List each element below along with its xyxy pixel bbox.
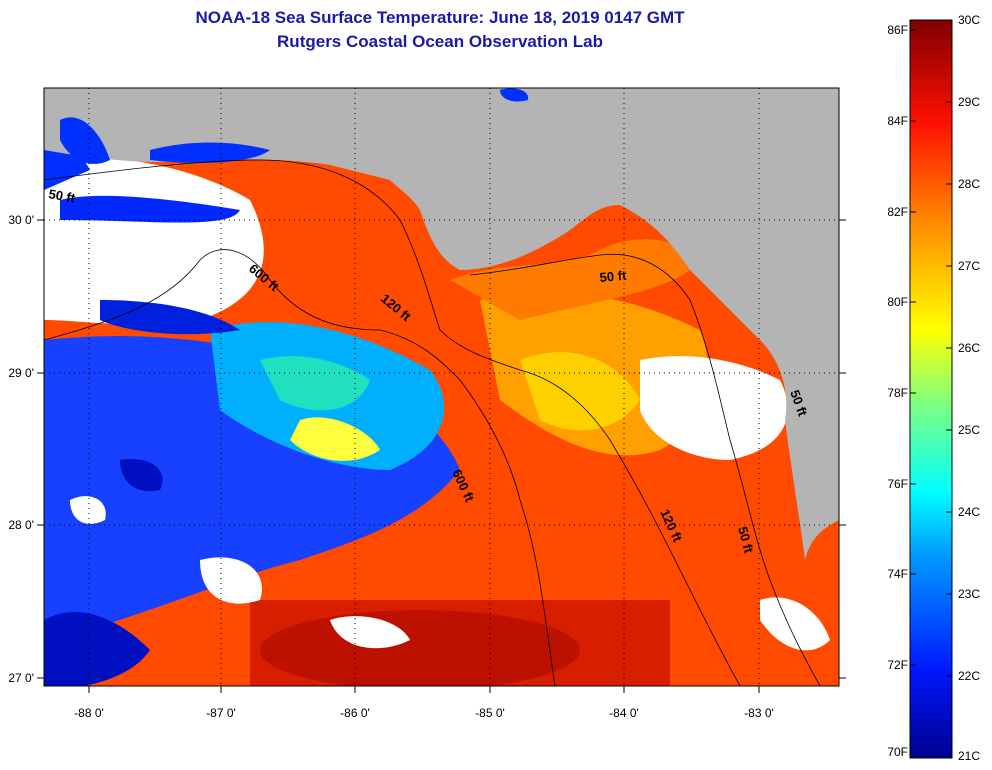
contour-label: 50 ft (735, 525, 757, 555)
x-tick-label: -88 0' (74, 706, 104, 720)
map-area (44, 88, 839, 686)
y-tick-label: 27 0' (8, 671, 34, 685)
cb-label-f: 74F (887, 567, 908, 581)
lake-blue (500, 88, 529, 102)
cloud-sw1 (200, 557, 262, 604)
cb-label-c: 29C (958, 95, 981, 109)
blue-patch-w (120, 459, 163, 492)
land-florida-alabama (44, 88, 839, 560)
bay-blue-2 (150, 142, 270, 163)
x-tick-label: -87 0' (206, 706, 236, 720)
cool-yellow-patch (290, 417, 380, 461)
x-tick-label: -86 0' (340, 706, 370, 720)
nearshore-warm (450, 239, 700, 320)
x-tick-label: -85 0' (475, 706, 505, 720)
cloud-east (640, 356, 788, 460)
map-title: NOAA-18 Sea Surface Temperature: June 18… (195, 8, 685, 27)
cb-label-f: 70F (887, 745, 908, 759)
nw-blue-patch (100, 300, 240, 335)
cb-label-c: 24C (958, 505, 981, 519)
cb-label-c: 21C (958, 749, 981, 763)
cloud-se (760, 597, 830, 651)
cool-teal (260, 356, 370, 411)
cb-label-c: 23C (958, 587, 981, 601)
hot-core (260, 610, 580, 686)
colorbar-ticks (910, 19, 952, 677)
colorbar (909, 19, 953, 759)
cb-label-f: 86F (887, 23, 908, 37)
cloud-s (330, 616, 410, 649)
sw-cool (44, 612, 150, 686)
cb-label-f: 76F (887, 477, 908, 491)
isobath-50ft (469, 253, 821, 686)
ticks (37, 219, 846, 693)
map-frame (43, 87, 840, 687)
cb-label-c: 22C (958, 669, 981, 683)
cb-label-c: 27C (958, 259, 981, 273)
cb-label-f: 80F (887, 295, 908, 309)
map-subtitle: Rutgers Coastal Ocean Observation Lab (277, 32, 603, 51)
contour-label: 50 ft (47, 186, 77, 206)
bay-blue-1 (60, 117, 110, 164)
cloud-sw2 (70, 496, 106, 524)
y-tick-label: 28 0' (8, 518, 34, 532)
cb-label-f: 84F (887, 114, 908, 128)
shelf-yellow (520, 352, 640, 431)
cb-label-c: 28C (958, 177, 981, 191)
y-tick-label: 29 0' (8, 366, 34, 380)
isobath-600ft (44, 249, 556, 686)
cb-label-c: 26C (958, 341, 981, 355)
cb-label-c: 25C (958, 423, 981, 437)
y-axis-labels: 30 0' 29 0' 28 0' 27 0' (8, 213, 34, 685)
cb-label-f: 78F (887, 386, 908, 400)
nw-blue-strip (60, 195, 240, 223)
isobath-120ft (44, 159, 741, 686)
contour-label: 50 ft (599, 268, 628, 285)
y-tick-label: 30 0' (8, 213, 34, 227)
cb-label-f: 72F (887, 658, 908, 672)
x-tick-label: -84 0' (609, 706, 639, 720)
x-axis-labels: -88 0' -87 0' -86 0' -85 0' -84 0' -83 0… (74, 706, 774, 720)
cb-label-f: 82F (887, 205, 908, 219)
cb-label-c: 30C (958, 13, 981, 27)
x-tick-label: -83 0' (744, 706, 774, 720)
